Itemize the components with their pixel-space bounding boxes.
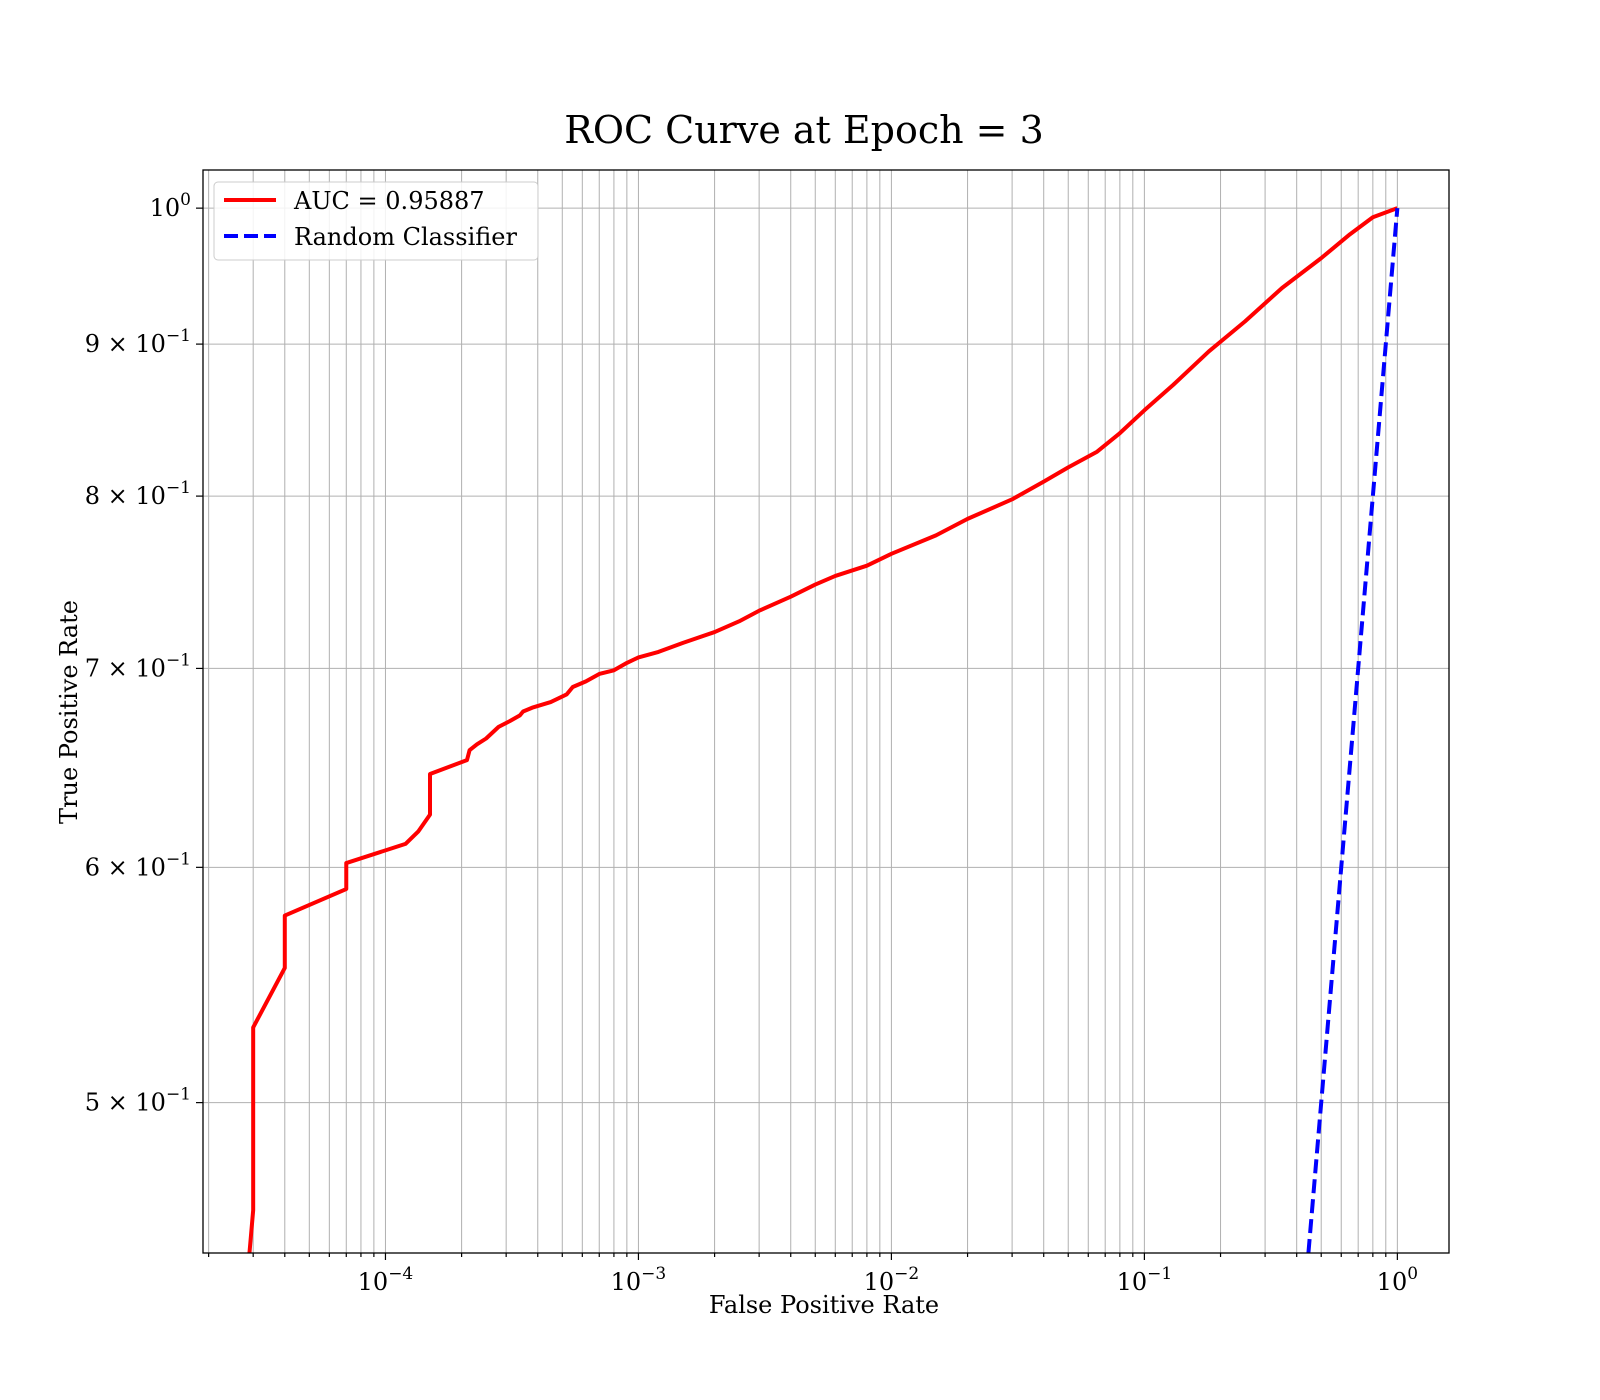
grid-layer bbox=[203, 170, 1449, 1253]
legend-label-auc: AUC = 0.95887 bbox=[293, 187, 485, 215]
x-tick-label: 100 bbox=[1377, 1264, 1418, 1296]
legend-box bbox=[213, 181, 539, 261]
series-line-auc bbox=[247, 206, 1399, 1253]
y-axis-label: True Positive Rate bbox=[55, 600, 83, 824]
x-axis-label: False Positive Rate bbox=[709, 1291, 939, 1319]
y-tick-label: 100 bbox=[150, 190, 191, 222]
x-tick-label: 10−4 bbox=[358, 1264, 414, 1296]
plot-frame bbox=[202, 169, 1450, 1254]
series-layer bbox=[247, 206, 1400, 1253]
y-tick-label: 8 × 10−1 bbox=[85, 478, 191, 510]
y-tick-label: 7 × 10−1 bbox=[85, 650, 191, 682]
x-tick-label: 10−1 bbox=[1117, 1264, 1173, 1296]
y-tick-label: 5 × 10−1 bbox=[85, 1085, 191, 1117]
series-line-random-classifier bbox=[1306, 207, 1400, 1253]
x-tick-label: 10−3 bbox=[611, 1264, 667, 1296]
x-tick-label: 10−2 bbox=[864, 1264, 920, 1296]
y-tick-label: 6 × 10−1 bbox=[85, 849, 191, 881]
y-tick-label: 9 × 10−1 bbox=[85, 326, 191, 358]
chart-title: ROC Curve at Epoch = 3 bbox=[564, 108, 1044, 152]
legend-label-random: Random Classifier bbox=[294, 223, 517, 251]
legend: AUC = 0.95887 Random Classifier bbox=[213, 181, 539, 261]
tick-layer: 10−4 10−3 10−2 10−1 100 5 × 10−1 6 × 10−1 7 × 1… bbox=[85, 190, 1418, 1296]
